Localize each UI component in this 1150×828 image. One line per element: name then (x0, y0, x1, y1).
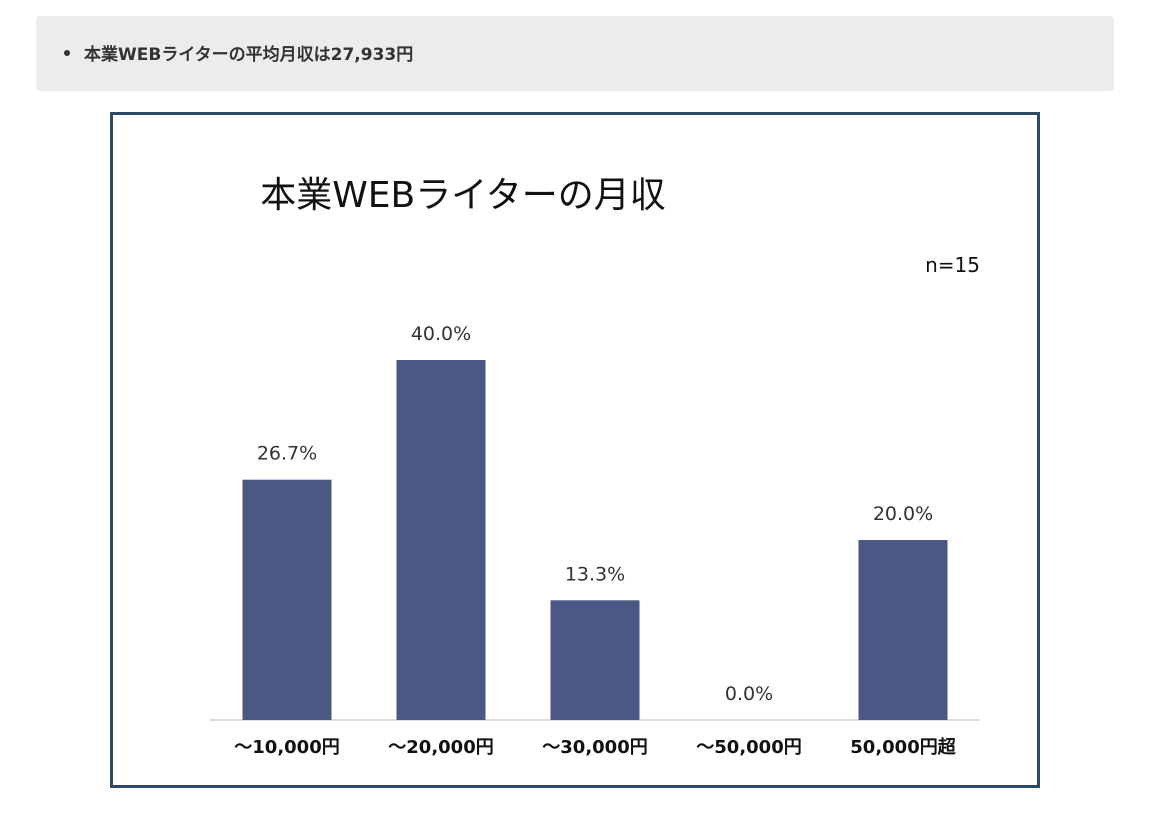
value-label-3: 13.3% (565, 563, 625, 585)
value-label-4: 0.0% (725, 683, 773, 705)
bar-3 (550, 600, 640, 720)
category-label-3: ～30,000円 (542, 737, 647, 758)
category-label-2: ～20,000円 (388, 737, 493, 758)
bar-2 (396, 360, 486, 720)
value-label-1: 26.7% (257, 443, 317, 465)
value-labels-group: 26.7% 40.0% 13.3% 0.0% 20.0% (257, 323, 933, 705)
category-label-1: ～10,000円 (234, 737, 339, 758)
bar-chart: 本業WEBライターの月収 n=15 26.7% 40.0% 13.3% 0.0% 20.… (210, 175, 980, 758)
chart-frame: 本業WEBライターの月収 n=15 26.7% 40.0% 13.3% 0.0% 20.… (110, 112, 1040, 788)
category-label-4: ～50,000円 (696, 737, 801, 758)
sample-size-label: n=15 (925, 253, 980, 277)
value-label-5: 20.0% (873, 503, 933, 525)
bar-1 (242, 479, 332, 720)
summary-text: 本業WEBライターの平均月収は27,933円 (84, 45, 414, 65)
category-label-5: 50,000円超 (850, 736, 956, 758)
category-labels-group: ～10,000円 ～20,000円 ～30,000円 ～50,000円 50,000円超 (234, 736, 956, 758)
value-label-2: 40.0% (411, 323, 471, 345)
bullet-icon (64, 50, 70, 56)
chart-title: 本業WEBライターの月収 (260, 175, 666, 216)
bars-group (242, 360, 948, 720)
summary-box: 本業WEBライターの平均月収は27,933円 (36, 16, 1114, 91)
bar-5 (858, 540, 948, 720)
summary-item: 本業WEBライターの平均月収は27,933円 (64, 40, 413, 65)
